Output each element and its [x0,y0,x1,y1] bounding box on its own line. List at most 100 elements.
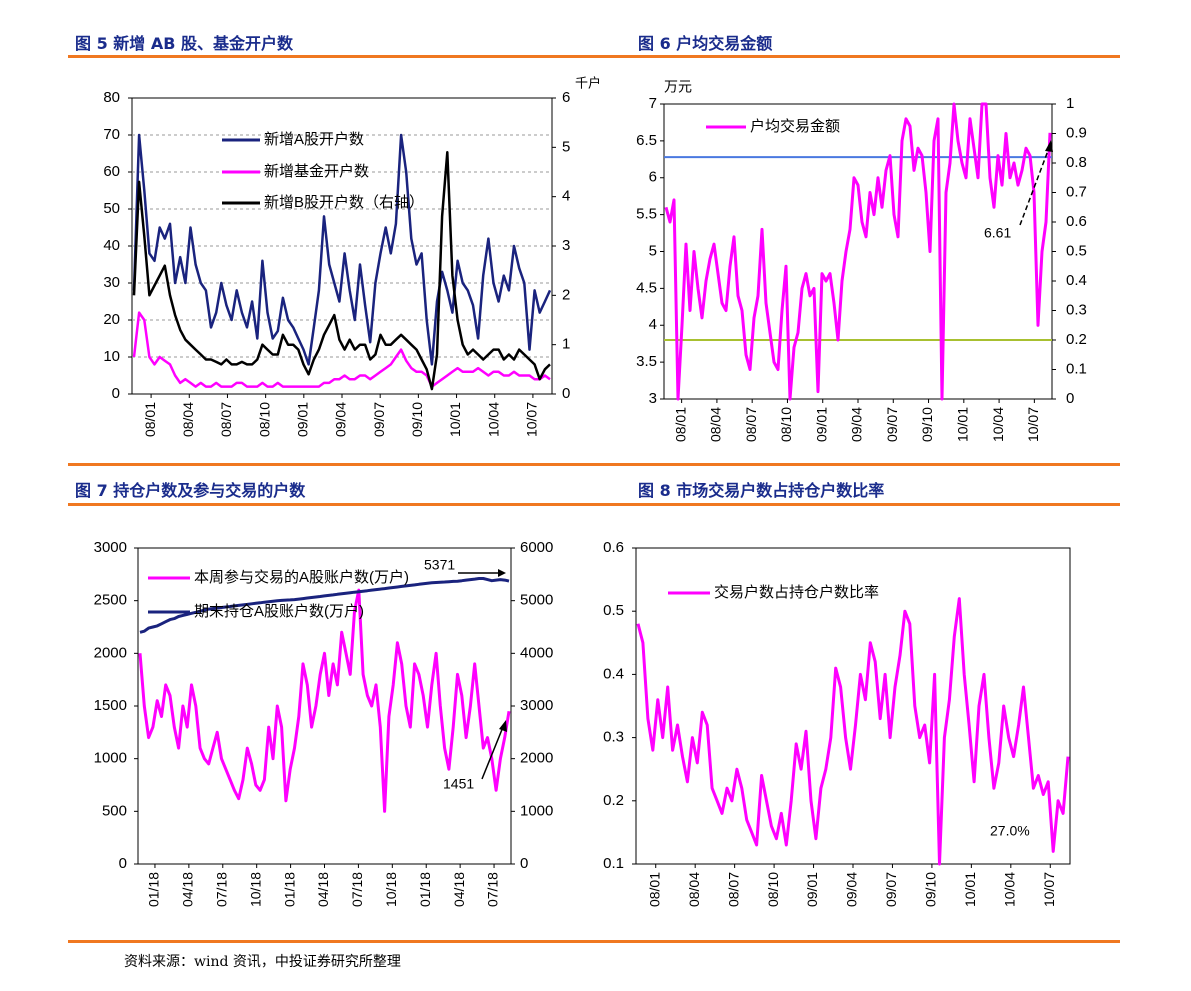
fig7-title: 图 7 持仓户数及参与交易的户数 [75,481,306,500]
fig8-xtick-label: 09/01 [804,872,820,907]
fig8-xtick-label: 08/07 [725,872,741,907]
fig7-xtick-label: 01/18 [146,872,162,907]
fig8-xtick-label: 10/07 [1041,872,1057,907]
fig5-xtick-label: 10/04 [485,402,501,437]
fig8-ytick-label: 0.3 [603,729,624,746]
fig7-xtick-label: 04/18 [315,872,331,907]
fig8-ytick-label: 0.2 [603,792,624,809]
fig7-legend-holding-label: 期末持仓A股账户数(万户) [194,603,364,620]
fig5-ytick-label: 40 [103,237,120,254]
fig6-annotation: 6.61 [984,225,1011,241]
fig5-legend-fund-label: 新增基金开户数 [264,163,369,180]
fig5-ytick-label: 50 [103,200,120,217]
fig7-y2tick-label: 4000 [520,644,553,661]
fig7-y2tick-label: 5000 [520,592,553,609]
fig6-ytick-label: 7 [649,95,657,112]
fig8-ytick-label: 0.5 [603,602,624,619]
fig5-series-line-2 [132,151,551,391]
fig5-ytick-label: 30 [103,274,120,291]
fig5-y2tick-label: 6 [562,89,570,106]
fig6-y2tick-label: 0.9 [1066,124,1087,141]
fig7-ytick-label: 500 [102,802,127,819]
fig6-ytick-label: 5 [649,242,657,259]
fig6-xtick-label: 10/07 [1025,407,1041,442]
fig7-legend-trading-label: 本周参与交易的A股账户数(万户) [194,568,409,586]
fig7-chart [134,547,515,868]
fig6-y2tick-label: 0.6 [1066,213,1087,230]
fig6-y2tick-label: 0.2 [1066,331,1087,348]
fig5-ytick-label: 10 [103,348,120,365]
fig6-xtick-label: 08/04 [708,407,724,442]
fig7-xtick-label: 01/18 [417,872,433,907]
fig6-annotation-arrowhead [1045,140,1053,152]
fig8-xtick-label: 08/10 [765,872,781,907]
fig6-xtick-label: 09/07 [884,407,900,442]
fig5-y2tick-label: 4 [562,188,570,205]
fig7-y2tick-label: 6000 [520,539,553,556]
fig7-series-line-0 [138,588,511,813]
fig5-ytick-label: 60 [103,163,120,180]
fig6-y2tick-label: 0 [1066,390,1074,407]
fig6-y2tick-label: 0.3 [1066,301,1087,318]
fig5-xtick-label: 10/07 [524,402,540,437]
fig6-y2tick-label: 0.4 [1066,272,1087,289]
fig7-ytick-label: 1500 [94,697,127,714]
fig7-arrowhead-5371 [498,569,506,577]
fig7-ytick-label: 1000 [94,750,127,767]
fig6-xtick-label: 09/04 [849,407,865,442]
fig8-ytick-label: 0.1 [603,855,624,872]
fig5-right-axis-unit: 千户 [575,75,601,90]
fig6-annotation-arrow [1019,147,1050,226]
fig8-xtick-label: 09/07 [883,872,899,907]
fig5-legend-b-label: 新增B股开户数（右轴） [264,194,424,211]
fig5-title: 图 5 新增 AB 股、基金开户数 [75,34,293,53]
fig5-xtick-label: 08/04 [180,402,196,437]
fig5-series-line-0 [132,133,552,366]
fig6-title: 图 6 户均交易金额 [638,34,773,53]
fig7-ytick-label: 3000 [94,539,127,556]
fig6-unit-label: 万元 [664,79,692,95]
fig8-xtick-label: 09/10 [923,872,939,907]
fig6-plot-frame [663,103,1053,400]
fig5-series-line-1 [132,311,551,388]
fig8-annotation: 27.0% [990,823,1030,839]
fig6-series-line [664,102,1052,401]
fig5-ytick-label: 80 [103,89,120,106]
fig6-y2tick-label: 0.7 [1066,183,1087,200]
fig8-chart [632,547,1071,868]
fig7-y2tick-label: 2000 [520,750,553,767]
fig7-annotation-1451: 1451 [443,776,474,792]
bottom-rule [68,940,1120,943]
fig5-xtick-label: 09/07 [371,402,387,437]
fig5-y2tick-label: 2 [562,286,570,303]
fig5-y2tick-label: 3 [562,237,570,254]
fig6-xtick-label: 09/10 [919,407,935,442]
fig7-annotation-5371: 5371 [424,557,455,573]
fig7-xtick-label: 04/18 [180,872,196,907]
top-rule [68,55,1120,58]
fig5-xtick-label: 08/07 [218,402,234,437]
fig7-y2tick-label: 1000 [520,802,553,819]
fig6-y2tick-label: 1 [1066,95,1074,112]
fig6-ytick-label: 3 [649,390,657,407]
fig7-xtick-label: 04/18 [451,872,467,907]
fig7-y2tick-label: 3000 [520,697,553,714]
fig6-chart [660,102,1056,403]
fig5-ytick-label: 0 [112,385,120,402]
fig6-legend-label: 户均交易金额 [750,117,840,135]
fig8-legend-label: 交易户数占持仓户数比率 [714,583,879,601]
fig7-xtick-label: 07/18 [213,872,229,907]
fig6-ytick-label: 5.5 [636,206,657,223]
fig8-xtick-label: 09/04 [844,872,860,907]
fig8-series-line [636,597,1070,866]
fig6-y2tick-label: 0.8 [1066,154,1087,171]
fig6-xtick-label: 08/10 [778,407,794,442]
fig5-legend-a-label: 新增A股开户数 [264,131,364,148]
fig7-ytick-label: 2000 [94,644,127,661]
fig7-xtick-label: 10/18 [383,872,399,907]
fig6-ytick-label: 4.5 [636,279,657,296]
fig6-xtick-label: 10/01 [955,407,971,442]
fig6-y2tick-label: 0.1 [1066,360,1087,377]
fig6-ytick-label: 4 [649,316,657,333]
fig7-xtick-label: 07/18 [349,872,365,907]
